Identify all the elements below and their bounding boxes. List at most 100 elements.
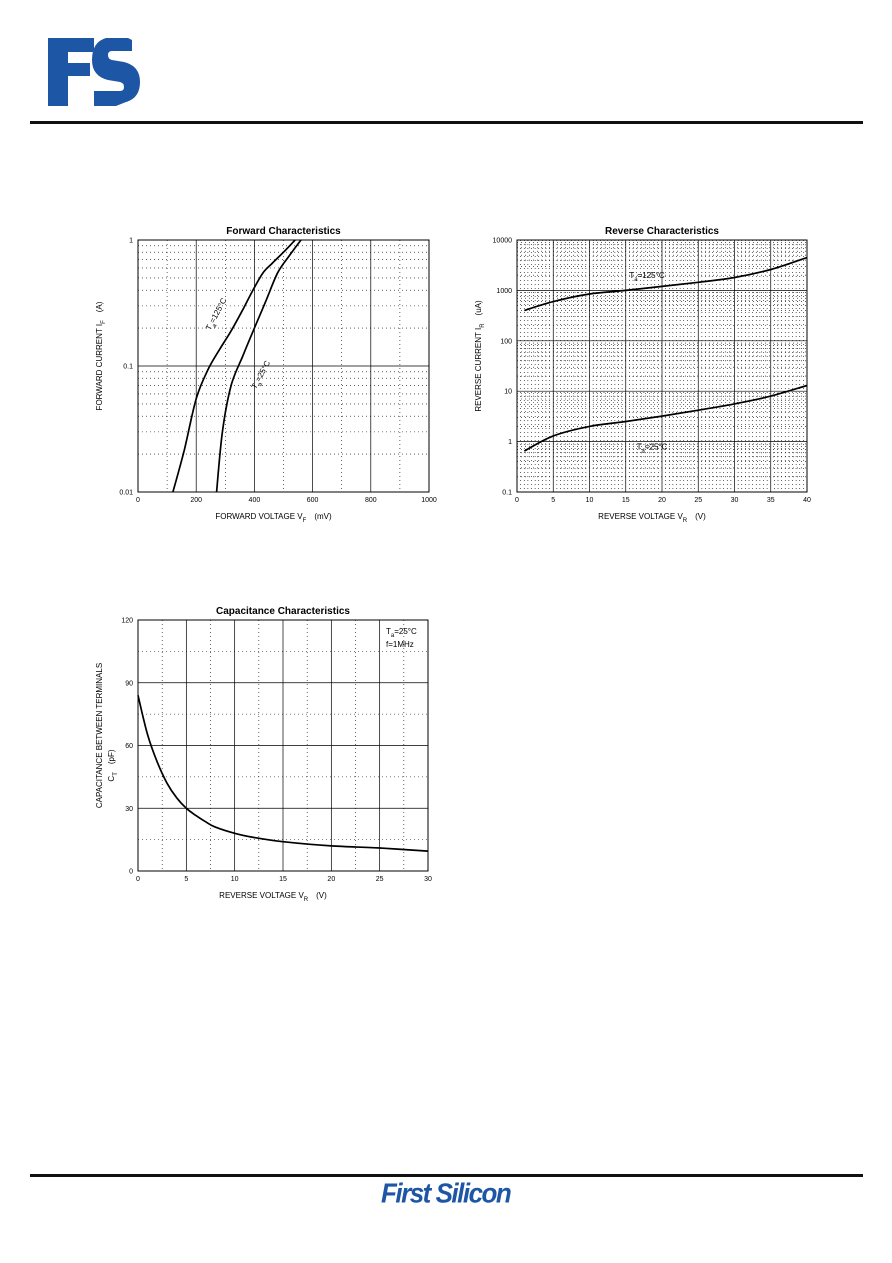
y-tick-label: 1 bbox=[508, 439, 512, 446]
x-axis-label-sub: R bbox=[683, 518, 688, 524]
x-tick-label: 30 bbox=[731, 497, 739, 504]
x-tick-label: 10 bbox=[586, 497, 594, 504]
x-tick-label: 800 bbox=[365, 497, 377, 504]
x-axis-label-sub: F bbox=[303, 518, 307, 524]
series-label-sub: a bbox=[257, 381, 264, 387]
y-axis-label-sub: R bbox=[480, 323, 486, 328]
y-tick-label: 0.1 bbox=[502, 490, 512, 497]
chart-title: Reverse Characteristics bbox=[605, 226, 719, 237]
y-tick-label: 0.1 bbox=[123, 364, 133, 371]
x-tick-label: 20 bbox=[658, 497, 666, 504]
y-axis-label-line2: CT (pF) bbox=[107, 749, 119, 781]
y-tick-label: 0.01 bbox=[119, 490, 133, 497]
y-tick-label: 10000 bbox=[493, 238, 513, 245]
series-label-sub: a bbox=[212, 323, 219, 329]
plot-frame bbox=[137, 239, 430, 493]
y-tick-label: 120 bbox=[121, 618, 133, 625]
y-axis-label-main: REVERSE CURRENT I bbox=[474, 328, 483, 412]
x-tick-label: 25 bbox=[694, 497, 702, 504]
y-axis-label: REVERSE CURRENT IR (uA) bbox=[474, 300, 486, 412]
y-axis-label-line2-sub: T bbox=[113, 772, 119, 776]
series-label-0: Ta=125°C bbox=[204, 296, 231, 333]
y-axis-label-line2-main: C bbox=[107, 776, 116, 782]
series-line-0 bbox=[137, 695, 429, 852]
series-label-main: T bbox=[204, 323, 214, 332]
x-tick-label: 0 bbox=[136, 497, 140, 504]
y-axis-label-sub: F bbox=[101, 320, 107, 324]
x-tick-label: 35 bbox=[767, 497, 775, 504]
fs-logo-icon bbox=[48, 38, 140, 106]
y-axis-label-unit: (A) bbox=[95, 301, 104, 312]
series-line-0 bbox=[524, 256, 808, 312]
annotation-line1-rest: =25°C bbox=[394, 627, 417, 636]
series-label-main: T bbox=[637, 442, 642, 451]
major-grid bbox=[137, 239, 430, 493]
x-tick-label: 5 bbox=[551, 497, 555, 504]
x-tick-label: 30 bbox=[424, 876, 432, 883]
minor-grid bbox=[138, 240, 429, 492]
series-label-sub: a bbox=[634, 277, 638, 283]
series-label-1: Ta=25°C bbox=[250, 359, 275, 392]
x-axis-label-main: FORWARD VOLTAGE V bbox=[215, 512, 303, 521]
y-tick-label: 90 bbox=[125, 680, 133, 687]
capacitance-characteristics-chart: 0 5 10 15 20 25 30 0 30 60 90 120 Capacitance Charac… bbox=[95, 606, 432, 903]
series-label-rest: =25°C bbox=[645, 442, 668, 451]
y-tick-label: 100 bbox=[500, 338, 512, 345]
x-axis-label: REVERSE VOLTAGE VR (V) bbox=[219, 891, 327, 903]
annotation-line1-main: T bbox=[386, 627, 391, 636]
y-axis-label-unit: (uA) bbox=[474, 300, 483, 315]
y-axis-label-unit: (pF) bbox=[107, 749, 116, 764]
x-tick-label: 0 bbox=[136, 876, 140, 883]
series-label-rest: =125°C bbox=[638, 271, 665, 280]
x-tick-label: 600 bbox=[307, 497, 319, 504]
x-tick-label: 40 bbox=[803, 497, 811, 504]
plot-frame bbox=[137, 619, 429, 872]
forward-characteristics-chart: 0 200 400 600 800 1000 0.01 0.1 1 Forward Charact… bbox=[95, 226, 437, 524]
annotation-line1: Ta=25°C bbox=[386, 627, 417, 639]
series-line-0 bbox=[172, 239, 296, 493]
series-label-sub: a bbox=[642, 448, 646, 454]
x-tick-label: 400 bbox=[249, 497, 261, 504]
x-axis-label: FORWARD VOLTAGE VF (mV) bbox=[215, 512, 332, 524]
chart-title: Capacitance Characteristics bbox=[216, 606, 350, 617]
series-label-main: T bbox=[250, 382, 260, 391]
y-axis-label: CAPACITANCE BETWEEN TERMINALS bbox=[95, 663, 104, 808]
x-tick-label: 0 bbox=[515, 497, 519, 504]
y-tick-label: 60 bbox=[125, 743, 133, 750]
series-label-0: Ta=125°C bbox=[629, 271, 664, 283]
chart-title: Forward Characteristics bbox=[226, 226, 341, 237]
series-label-rest: =25°C bbox=[254, 359, 273, 383]
series-line-1 bbox=[523, 384, 808, 452]
x-tick-label: 15 bbox=[622, 497, 630, 504]
brand-logo-text: First Silicon bbox=[381, 1177, 512, 1209]
y-axis-label: FORWARD CURRENT IF (A) bbox=[95, 301, 107, 410]
x-tick-label: 15 bbox=[279, 876, 287, 883]
y-tick-label: 1000 bbox=[496, 288, 512, 295]
footer-rule bbox=[30, 1174, 863, 1177]
y-axis-label-main: CAPACITANCE BETWEEN TERMINALS bbox=[95, 663, 104, 808]
series-label-main: T bbox=[629, 271, 634, 280]
y-tick-label: 1 bbox=[129, 238, 133, 245]
x-axis-label-unit: (V) bbox=[316, 891, 327, 900]
x-axis-label-sub: R bbox=[304, 897, 309, 903]
major-grid bbox=[137, 619, 429, 872]
y-tick-label: 0 bbox=[129, 869, 133, 876]
x-tick-label: 10 bbox=[231, 876, 239, 883]
x-axis-label-unit: (mV) bbox=[314, 512, 332, 521]
series-line-1 bbox=[215, 239, 302, 493]
plot-frame bbox=[516, 239, 808, 493]
x-axis-label-main: REVERSE VOLTAGE V bbox=[598, 512, 683, 521]
reverse-characteristics-chart: 0 5 10 15 20 25 30 35 40 0.1 1 10 100 1000 10000 Revers… bbox=[474, 226, 811, 524]
x-tick-label: 1000 bbox=[421, 497, 437, 504]
x-tick-label: 20 bbox=[327, 876, 335, 883]
y-axis-label-main: FORWARD CURRENT I bbox=[95, 324, 104, 411]
annotation-line2: f=1MHz bbox=[386, 640, 414, 649]
header-rule bbox=[30, 121, 863, 124]
x-tick-label: 25 bbox=[376, 876, 384, 883]
y-tick-label: 30 bbox=[125, 806, 133, 813]
y-tick-label: 10 bbox=[504, 389, 512, 396]
series-label-1: Ta=25°C bbox=[637, 442, 668, 454]
x-axis-label-unit: (V) bbox=[695, 512, 706, 521]
x-tick-label: 200 bbox=[190, 497, 202, 504]
x-tick-label: 5 bbox=[184, 876, 188, 883]
